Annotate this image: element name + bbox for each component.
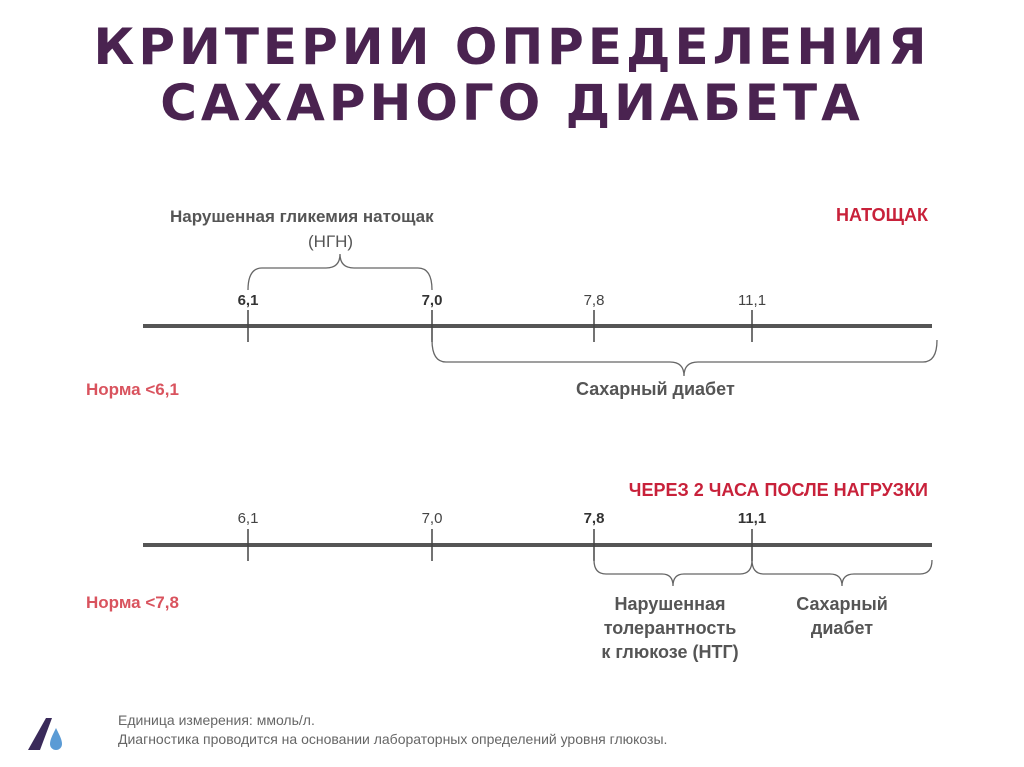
after-tick-label-11-1: 11,1 <box>737 510 767 527</box>
after-tick-label-7-8: 7,8 <box>583 510 605 527</box>
after-diabetes-label: Сахарный диабет <box>772 592 912 640</box>
ntg-line-1: Нарушенная <box>614 594 726 614</box>
fasting-tick-label-6-1: 6,1 <box>237 292 259 309</box>
fasting-header: НАТОЩАК <box>836 205 928 225</box>
fasting-tick-label-7-0: 7,0 <box>421 292 443 309</box>
ntg-line-2: толерантность <box>603 618 737 638</box>
ntg-brace <box>593 559 753 587</box>
after-tick-label-6-1: 6,1 <box>237 510 259 527</box>
fasting-diabetes-label: Сахарный диабет <box>576 379 735 399</box>
footer-units: Единица измерения: ммоль/л. <box>118 712 315 728</box>
drop-logo-icon <box>28 718 62 750</box>
fasting-norm: Норма <6,1 <box>86 380 179 399</box>
after-diabetes-brace <box>751 559 933 587</box>
ntg-label: Нарушенная толерантность к глюкозе (НТГ) <box>570 592 770 664</box>
fasting-tick-label-7-8: 7,8 <box>583 292 605 309</box>
ntg-line-3: к глюкозе (НТГ) <box>601 642 739 662</box>
after-diabetes-line-2: диабет <box>810 618 874 638</box>
fasting-tick-label-11-1: 11,1 <box>737 292 767 309</box>
ngn-abbr: (НГН) <box>308 232 354 251</box>
title-line-2: САХАРНОГО ДИАБЕТА <box>160 74 864 132</box>
after-tick-label-7-0: 7,0 <box>421 510 443 527</box>
after-diabetes-line-1: Сахарный <box>796 594 888 614</box>
footer-note: Диагностика проводится на основании лабо… <box>118 731 668 747</box>
ngn-label: Нарушенная гликемия натощак <box>170 207 434 226</box>
ngn-brace <box>247 253 433 291</box>
after-load-norm: Норма <7,8 <box>86 593 179 612</box>
title-line-1: КРИТЕРИИ ОПРЕДЕЛЕНИЯ <box>93 18 931 76</box>
fasting-diabetes-brace <box>431 339 938 377</box>
after-load-header: ЧЕРЕЗ 2 ЧАСА ПОСЛЕ НАГРУЗКИ <box>628 480 928 500</box>
